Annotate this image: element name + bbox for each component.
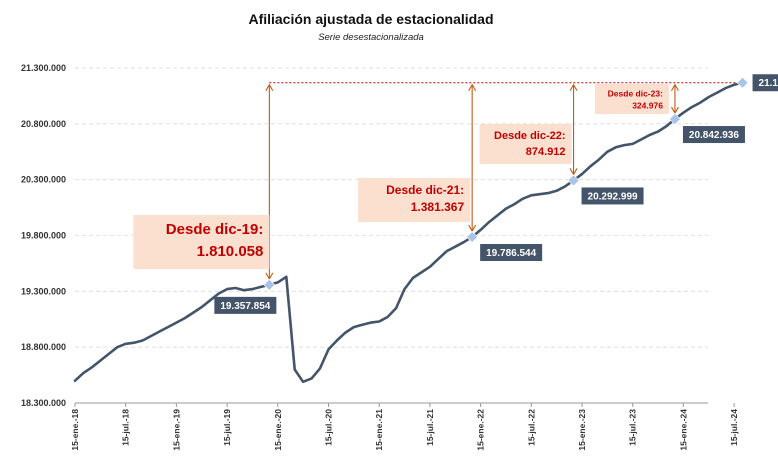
- arrow-head-down: [265, 272, 274, 280]
- arrow-head-down: [569, 168, 578, 176]
- arrow-head-up: [468, 83, 477, 92]
- y-tick-label: 19.800.000: [21, 231, 66, 241]
- annotation-value: 1.810.058: [197, 243, 264, 260]
- arrow-head-down: [468, 224, 477, 233]
- value-label: 19.786.544: [486, 248, 536, 259]
- x-tick-label: 15-ene.-24: [678, 409, 688, 451]
- value-label-box: [480, 244, 543, 262]
- x-axis-ticks: 15-ene.-18 15-jul.-18 15-ene.-19 15-jul.-19…: [70, 403, 739, 451]
- y-tick-label: 19.300.000: [21, 286, 66, 296]
- data-point-marker: [669, 113, 681, 125]
- y-tick-label: 21.300.000: [21, 63, 66, 73]
- x-tick-label: 15-ene.-20: [273, 409, 283, 451]
- value-label: 20.292.999: [588, 191, 638, 202]
- x-tick-label: 15-jul.-21: [425, 409, 435, 446]
- annotation-box: [133, 215, 270, 269]
- value-label-box: [581, 187, 644, 205]
- y-tick-label: 20.300.000: [21, 175, 66, 185]
- x-tick-label: 15-jul.-20: [324, 409, 334, 446]
- value-labels-layer: 19.357.854 19.786.544 20.292.999 20.842.936…: [214, 74, 778, 314]
- annotation-title: Desde dic-21:: [386, 183, 464, 197]
- chart-subtitle: Serie desestacionalizada: [318, 32, 424, 43]
- data-point-marker: [263, 278, 276, 291]
- x-tick-label: 15-ene.-23: [577, 409, 587, 451]
- x-tick-label: 15-ene.-22: [476, 409, 486, 451]
- arrow-head-down: [670, 106, 679, 115]
- annotations-layer: Desde dic-19: 1.810.058 Desde dic-21: 1.381…: [133, 84, 669, 269]
- data-point-marker: [567, 174, 580, 187]
- x-tick-label: 15-ene.-21: [374, 409, 384, 451]
- series-layer: [73, 81, 744, 384]
- arrow-head-up: [670, 83, 679, 92]
- data-point-marker: [466, 231, 479, 243]
- annotation-value: 324.976: [632, 101, 663, 111]
- y-tick-label: 20.800.000: [21, 119, 66, 129]
- x-tick-label: 15-jul.-18: [121, 409, 131, 446]
- x-tick-label: 15-ene.-19: [171, 409, 181, 451]
- x-tick-label: 15-ene.-18: [70, 409, 80, 451]
- annotation-title: Desde dic-19:: [166, 221, 264, 238]
- annotation-box: [358, 178, 471, 222]
- chart-title: Afiliación ajustada de estacionalidad: [248, 11, 493, 27]
- value-label: 20.842.936: [689, 130, 739, 141]
- annotation-box: [594, 84, 669, 114]
- annotation-value: 874.912: [526, 146, 566, 158]
- value-label: 19.357.854: [220, 301, 270, 312]
- annotation-box: [479, 124, 572, 164]
- y-tick-label: 18.800.000: [21, 342, 66, 352]
- arrow-head-up: [569, 83, 578, 92]
- x-tick-label: 15-jul.-23: [628, 409, 638, 446]
- series-line: [73, 81, 744, 384]
- markers-layer: [263, 76, 749, 291]
- data-point-marker: [736, 76, 749, 89]
- annotation-value: 1.381.367: [411, 200, 465, 214]
- annotation-title: Desde dic-22:: [494, 130, 566, 142]
- y-tick-label: 18.300.000: [21, 398, 66, 408]
- value-label-box: [682, 126, 745, 144]
- x-tick-label: 15-jul.-24: [729, 409, 739, 446]
- value-label-box: [214, 296, 277, 314]
- value-label: 21.167.912: [759, 78, 778, 89]
- arrow-head-up: [265, 83, 274, 92]
- x-tick-label: 15-jul.-19: [222, 409, 232, 446]
- value-label-box: [752, 74, 778, 92]
- y-axis-ticks: 18.300.000 18.800.000 19.300.000 19.800.000…: [21, 63, 66, 408]
- arrows-layer: [265, 83, 679, 280]
- annotation-title: Desde dic-23:: [608, 89, 663, 99]
- x-tick-label: 15-jul.-22: [526, 409, 536, 446]
